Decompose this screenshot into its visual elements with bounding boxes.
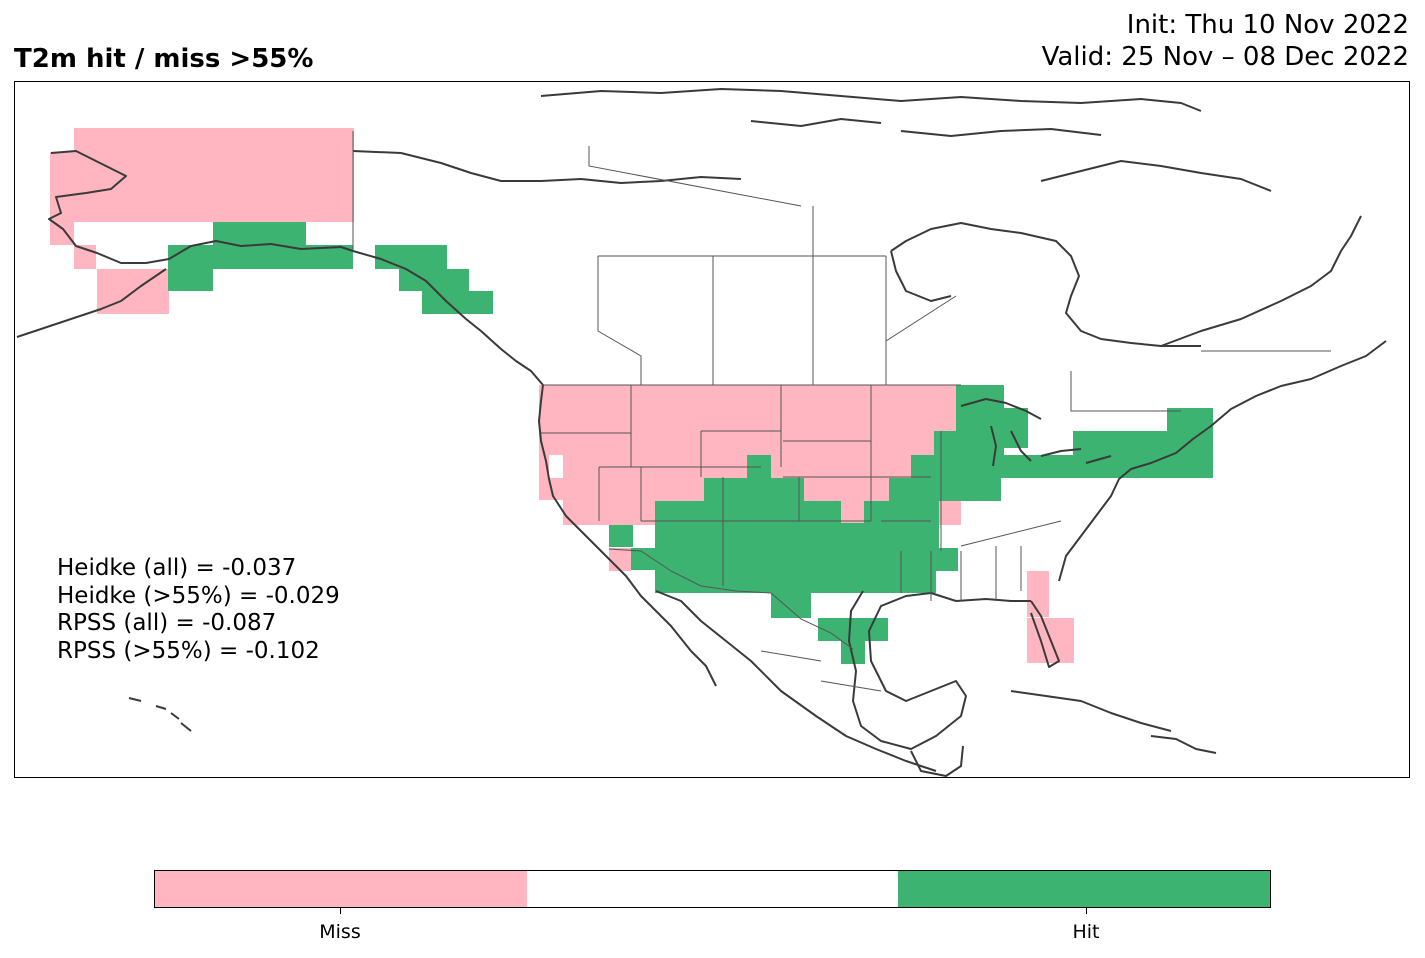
skill-scores-box: Heidke (all) = -0.037 Heidke (>55%) = -0… [57, 555, 340, 665]
hit-cell [841, 641, 865, 664]
hit-cell [609, 525, 633, 547]
aleutian-coast [16, 268, 167, 338]
hit-cell [818, 618, 888, 641]
heidke-all-score: Heidke (all) = -0.037 [57, 555, 297, 581]
hit-cell [934, 431, 994, 455]
ocean-gap [539, 500, 563, 525]
miss-cell [609, 548, 631, 571]
hit-cell [901, 571, 936, 593]
map-title: T2m hit / miss >55% [14, 44, 314, 74]
hudson-bay-west [890, 250, 952, 302]
map-canvas [16, 88, 1387, 777]
arctic-coast [352, 150, 742, 184]
coastlines [16, 88, 1387, 777]
west-coast [538, 384, 717, 687]
hit-cell [771, 593, 811, 618]
great-lakes [960, 398, 1112, 467]
miss-cell [841, 501, 864, 523]
rpss-55-score: RPSS (>55%) = -0.102 [57, 637, 320, 664]
us-state-lines [541, 385, 1062, 601]
hit-cell [168, 245, 353, 269]
colorbar-hit-segment [898, 871, 1271, 907]
mexico-state-lines [760, 650, 882, 692]
alaska-coast [48, 150, 354, 264]
hit-cell [375, 245, 447, 269]
arctic-islands [540, 88, 1202, 137]
mexico-pacific-coast [655, 590, 937, 772]
colorbar-miss-label: Miss [319, 921, 361, 943]
canada-province-lines [588, 146, 1331, 412]
colorbar-hit-tick [1086, 908, 1087, 914]
cuba [1010, 690, 1172, 732]
hawaii [128, 697, 192, 732]
hit-cell [923, 548, 958, 571]
hit-cell [631, 548, 655, 570]
us-mexico-border [608, 548, 854, 650]
init-date: Init: Thu 10 Nov 2022 [1126, 10, 1409, 40]
hit-cell [168, 269, 213, 291]
hispaniola [1150, 735, 1217, 754]
colorbar-neutral-segment [526, 871, 899, 907]
miss-cell [50, 152, 74, 245]
hit-cell [889, 478, 939, 548]
colorbar [154, 870, 1271, 908]
hit-cell [679, 571, 749, 589]
gulf-coast [848, 590, 1031, 750]
florida-coast [1030, 600, 1060, 668]
miss-cell [74, 128, 354, 222]
ocean-gap [549, 455, 563, 478]
hit-cell [1167, 408, 1213, 431]
valid-period: Valid: 25 Nov – 08 Dec 2022 [1041, 42, 1409, 72]
hit-cell [422, 291, 493, 314]
baffin-island [1040, 160, 1272, 192]
heidke-55-score: Heidke (>55%) = -0.029 [57, 582, 340, 609]
east-coast [1058, 340, 1387, 582]
political-borders [352, 131, 1331, 692]
hit-miss-grid [50, 128, 1213, 664]
rpss-all-score: RPSS (all) = -0.087 [57, 610, 277, 636]
hudson-bay-coast [890, 222, 1201, 347]
hit-cell [1001, 455, 1101, 478]
labrador-coast [1160, 215, 1362, 347]
hit-cell [704, 478, 804, 501]
map-panel [14, 81, 1410, 778]
pacific-northwest-coast [352, 250, 544, 386]
miss-cell [1027, 571, 1049, 617]
colorbar-miss-segment [155, 871, 527, 907]
ocean-gap [586, 548, 609, 571]
colorbar-hit-label: Hit [1072, 921, 1100, 943]
yucatan [910, 745, 964, 777]
colorbar-miss-tick [340, 908, 341, 914]
